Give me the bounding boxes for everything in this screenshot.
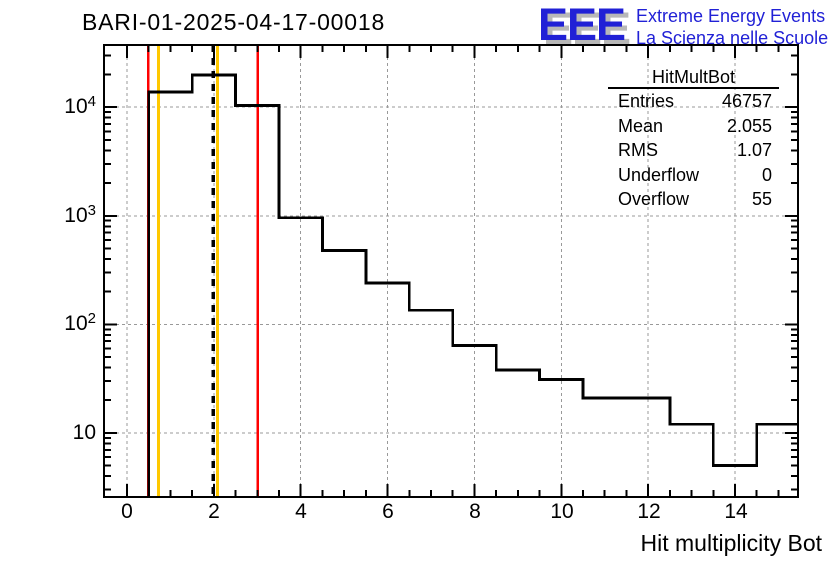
- x-tick-label-2: 2: [208, 500, 220, 523]
- logo-line-1: Extreme Energy Events: [636, 6, 826, 26]
- stat-label: Overflow: [618, 189, 690, 209]
- y-tick-label-100: 102: [64, 310, 96, 335]
- stat-label: RMS: [618, 140, 658, 160]
- x-tick-label-6: 6: [382, 500, 394, 523]
- x-tick-label-0: 0: [121, 500, 133, 523]
- y-tick-label-10000: 104: [64, 93, 96, 118]
- stats-row: Entries 46757: [608, 89, 779, 114]
- plot-frame: [103, 44, 799, 498]
- x-tick-label-8: 8: [469, 500, 481, 523]
- eee-logo-letters: EEE: [538, 0, 626, 50]
- x-tick-label-10: 10: [550, 500, 574, 523]
- stat-label: Mean: [618, 115, 664, 136]
- stat-value: 0: [761, 164, 772, 185]
- stat-label: Underflow: [618, 164, 700, 185]
- x-axis-title: Hit multiplicity Bot: [640, 530, 822, 556]
- histogram-line: [147, 73, 798, 497]
- stats-row: Overflow 55: [608, 187, 779, 212]
- stats-row: Underflow 0: [608, 163, 779, 188]
- stats-row: Mean 2.055: [608, 114, 779, 139]
- x-tick-label-12: 12: [637, 500, 661, 523]
- eee-logo-subtitle: Extreme Energy Events La Scienza nelle S…: [636, 5, 828, 49]
- stat-value: 55: [751, 189, 772, 209]
- stat-label: Entries: [618, 91, 675, 111]
- stat-value: 2.055: [726, 115, 772, 136]
- y-tick-label-1000: 103: [64, 202, 96, 227]
- stats-box: HitMultBot Entries 46757 Mean 2.055 RMS …: [608, 67, 779, 212]
- x-tick-label-14: 14: [724, 500, 748, 523]
- stats-row: RMS 1.07: [608, 138, 779, 163]
- stat-value: 1.07: [736, 140, 772, 160]
- x-tick-label-4: 4: [295, 500, 307, 523]
- page-title: BARI-01-2025-04-17-00018: [82, 9, 386, 35]
- stats-title: HitMultBot: [608, 67, 779, 89]
- logo-line-2: La Scienza nelle Scuole: [636, 28, 829, 48]
- y-tick-label-10: 10: [72, 421, 96, 444]
- stat-value: 46757: [721, 91, 772, 111]
